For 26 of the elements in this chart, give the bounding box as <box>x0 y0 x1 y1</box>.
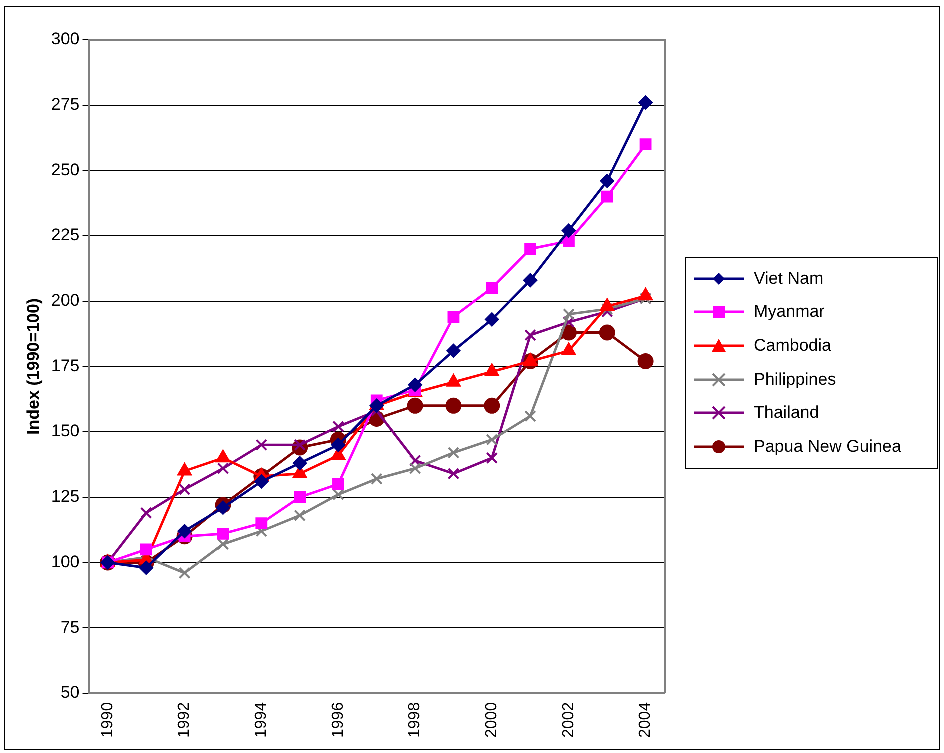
x-tick-label: 1992 <box>176 702 194 738</box>
x-tick-label: 1998 <box>406 702 424 738</box>
x-tick-label: 1994 <box>253 702 270 738</box>
x-tick-label: 1990 <box>99 702 116 738</box>
legend-label: Philippines <box>754 370 836 390</box>
y-tick-label: 200 <box>51 291 80 310</box>
legend-label: Thailand <box>754 403 820 424</box>
x-tick-label: 1996 <box>330 702 347 738</box>
y-tick-label: 50 <box>60 683 80 702</box>
legend-label: Viet Nam <box>754 268 824 289</box>
y-tick-label: 150 <box>51 422 80 441</box>
y-tick-label: 250 <box>51 160 80 180</box>
y-tick-label: 75 <box>60 618 80 637</box>
legend-label: Myanmar <box>754 302 825 322</box>
x-tick-label: 2000 <box>484 702 501 738</box>
x-tick-label: 2002 <box>560 702 578 738</box>
y-tick-label: 225 <box>51 226 80 245</box>
x-tick-label: 2004 <box>637 702 654 738</box>
legend-label: Papua New Guinea <box>754 436 902 457</box>
y-tick-label: 175 <box>51 356 80 376</box>
y-tick-label: 300 <box>51 30 80 49</box>
y-axis-title: Index (1990=100) <box>24 298 43 435</box>
y-tick-label: 275 <box>51 95 80 114</box>
y-tick-label: 125 <box>51 487 80 506</box>
legend-label: Cambodia <box>754 336 832 356</box>
y-tick-label: 100 <box>51 552 80 572</box>
